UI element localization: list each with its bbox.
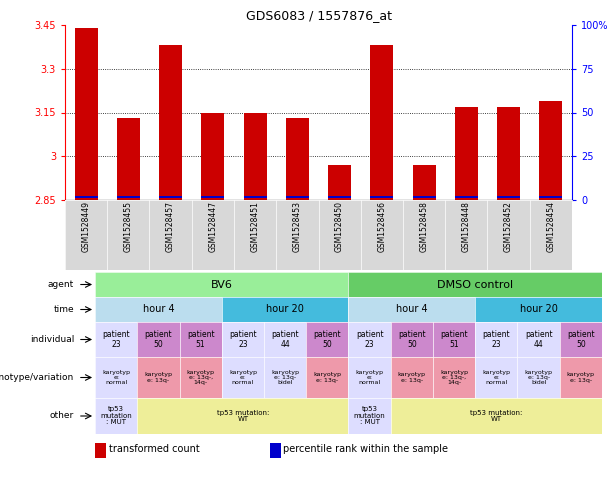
Text: GSM1528451: GSM1528451 [251, 201, 260, 252]
Bar [455, 107, 478, 200]
Bar [116, 196, 140, 198]
Text: patient
51: patient 51 [187, 330, 215, 349]
Bar [370, 45, 394, 200]
Bar [539, 196, 563, 198]
Text: patient
50: patient 50 [567, 330, 595, 349]
Bar [270, 442, 281, 457]
Text: GSM1528453: GSM1528453 [293, 201, 302, 253]
Text: karyotyp
e: 13q-,
14q-: karyotyp e: 13q-, 14q- [440, 369, 468, 385]
Text: tp53 mutation:
WT: tp53 mutation: WT [216, 410, 269, 422]
Text: karyotyp
e: 13q-: karyotyp e: 13q- [313, 372, 341, 383]
Text: hour 20: hour 20 [520, 304, 558, 314]
Text: karyotyp
e: 13q-
bidel: karyotyp e: 13q- bidel [271, 369, 299, 385]
Text: tp53 mutation:
WT: tp53 mutation: WT [470, 410, 522, 422]
Bar [243, 113, 267, 200]
Text: patient
51: patient 51 [440, 330, 468, 349]
Bar [328, 165, 351, 200]
Text: hour 20: hour 20 [266, 304, 304, 314]
Text: GSM1528455: GSM1528455 [124, 201, 133, 253]
Text: patient
23: patient 23 [229, 330, 257, 349]
Text: hour 4: hour 4 [396, 304, 428, 314]
Bar [370, 196, 394, 198]
Bar [455, 196, 478, 198]
Text: genotype/variation: genotype/variation [0, 373, 74, 382]
Bar [286, 118, 309, 200]
Text: patient
23: patient 23 [356, 330, 384, 349]
Text: transformed count: transformed count [109, 443, 200, 454]
Text: GSM1528454: GSM1528454 [546, 201, 555, 253]
Text: patient
50: patient 50 [145, 330, 172, 349]
Text: GSM1528449: GSM1528449 [82, 201, 91, 253]
Bar [75, 196, 97, 198]
Text: patient
23: patient 23 [102, 330, 130, 349]
Text: individual: individual [29, 335, 74, 344]
Bar [243, 196, 267, 198]
Text: GSM1528457: GSM1528457 [166, 201, 175, 253]
Bar [116, 118, 140, 200]
Bar [413, 196, 436, 198]
Text: karyotyp
e:
normal: karyotyp e: normal [102, 369, 130, 385]
Text: GSM1528447: GSM1528447 [208, 201, 218, 253]
Bar [328, 196, 351, 198]
Bar [497, 196, 520, 198]
Bar [413, 165, 436, 200]
Text: agent: agent [48, 280, 74, 289]
Text: GSM1528458: GSM1528458 [420, 201, 428, 252]
Bar [75, 28, 97, 200]
Text: GSM1528456: GSM1528456 [378, 201, 386, 253]
Title: GDS6083 / 1557876_at: GDS6083 / 1557876_at [245, 10, 392, 22]
Text: tp53
mutation
: MUT: tp53 mutation : MUT [101, 407, 132, 426]
Text: patient
44: patient 44 [525, 330, 552, 349]
Bar [159, 196, 182, 198]
Text: karyotyp
e: 13q-: karyotyp e: 13q- [567, 372, 595, 383]
Text: tp53
mutation
: MUT: tp53 mutation : MUT [354, 407, 386, 426]
Text: GSM1528448: GSM1528448 [462, 201, 471, 252]
Text: karyotyp
e:
normal: karyotyp e: normal [229, 369, 257, 385]
Text: karyotyp
e: 13q-: karyotyp e: 13q- [398, 372, 426, 383]
Text: time: time [53, 305, 74, 314]
Text: karyotyp
e: 13q-,
14q-: karyotyp e: 13q-, 14q- [186, 369, 215, 385]
Text: patient
50: patient 50 [314, 330, 341, 349]
Bar [95, 442, 107, 457]
Text: GSM1528452: GSM1528452 [504, 201, 513, 252]
Bar [201, 196, 224, 198]
Text: patient
23: patient 23 [482, 330, 510, 349]
Bar [539, 101, 563, 200]
Bar [201, 113, 224, 200]
Text: patient
44: patient 44 [272, 330, 299, 349]
Text: other: other [50, 412, 74, 421]
Text: patient
50: patient 50 [398, 330, 425, 349]
Text: karyotyp
e: 13q-: karyotyp e: 13q- [145, 372, 172, 383]
Text: hour 4: hour 4 [143, 304, 174, 314]
Text: GSM1528450: GSM1528450 [335, 201, 344, 253]
Text: karyotyp
e:
normal: karyotyp e: normal [356, 369, 384, 385]
Text: DMSO control: DMSO control [437, 280, 513, 289]
Text: BV6: BV6 [211, 280, 233, 289]
Text: percentile rank within the sample: percentile rank within the sample [283, 443, 449, 454]
Bar [497, 107, 520, 200]
Bar [286, 196, 309, 198]
Text: karyotyp
e:
normal: karyotyp e: normal [482, 369, 511, 385]
Bar [159, 45, 182, 200]
Text: karyotyp
e: 13q-
bidel: karyotyp e: 13q- bidel [525, 369, 553, 385]
